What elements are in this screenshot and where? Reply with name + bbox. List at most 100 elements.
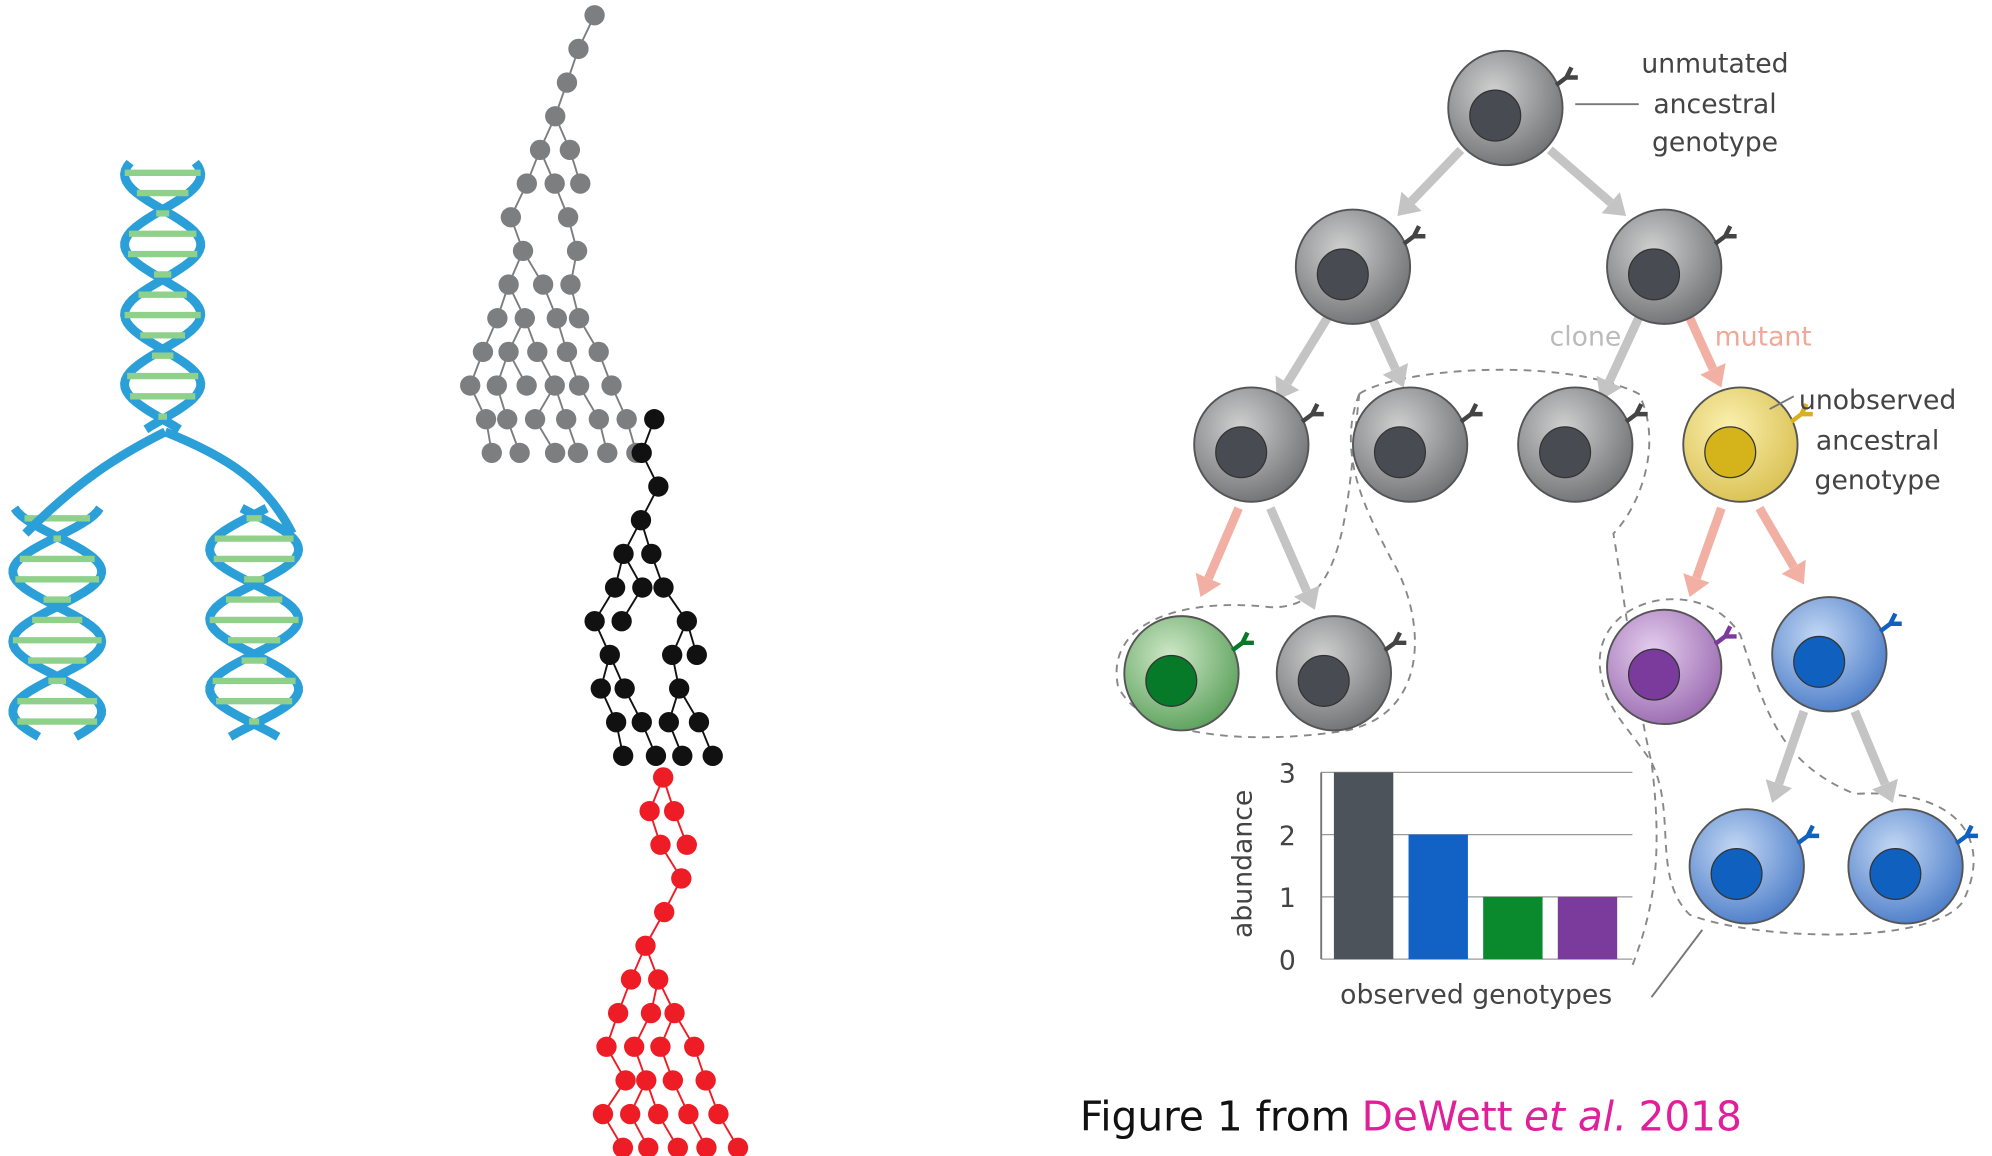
caption-prefix: Figure 1 from [1080, 1093, 1350, 1141]
node [648, 1104, 668, 1124]
tree [593, 767, 748, 1156]
node [482, 443, 502, 463]
node [650, 835, 670, 855]
pointer [1651, 930, 1702, 997]
node [597, 443, 617, 463]
node [684, 1037, 704, 1057]
nucleus [1870, 849, 1921, 900]
node [487, 375, 507, 395]
receptor [1798, 826, 1820, 844]
caption-etal: et al. [1524, 1093, 1627, 1141]
node [476, 409, 496, 429]
node [593, 1104, 613, 1124]
y-tick-label: 1 [1279, 883, 1296, 914]
node [632, 443, 652, 463]
node [662, 645, 682, 665]
node [621, 969, 641, 989]
node [567, 241, 587, 261]
node [639, 801, 659, 821]
node [641, 544, 661, 564]
node [696, 1138, 716, 1156]
node [611, 611, 631, 631]
node [615, 1070, 635, 1090]
node [569, 308, 589, 328]
node [556, 409, 576, 429]
node [530, 140, 550, 160]
receptor [1404, 226, 1426, 244]
nucleus [1705, 427, 1756, 478]
node [473, 342, 493, 362]
bar [1409, 835, 1468, 959]
node [669, 678, 689, 698]
arrow-shaft [1287, 318, 1327, 383]
node [513, 241, 533, 261]
node [569, 375, 589, 395]
node [497, 409, 517, 429]
nucleus [1375, 427, 1426, 478]
receptor [1556, 67, 1578, 85]
node [487, 308, 507, 328]
receptor [1302, 404, 1324, 422]
node [596, 1037, 616, 1057]
nucleus [1540, 427, 1591, 478]
node [632, 712, 652, 732]
node [654, 902, 674, 922]
node [668, 1138, 688, 1156]
bar [1558, 897, 1617, 959]
bar [1334, 772, 1393, 959]
node [646, 746, 666, 766]
caption: Figure 1 fromDeWettet al.2018 [1080, 1093, 1742, 1141]
nucleus [1216, 427, 1267, 478]
node [617, 409, 637, 429]
arrow-shaft [1372, 318, 1395, 369]
nucleus [1794, 636, 1845, 687]
node [584, 5, 604, 25]
receptor [1715, 226, 1737, 244]
node [605, 577, 625, 597]
lineage-trees [460, 5, 748, 1156]
nucleus [1317, 249, 1368, 300]
node [498, 342, 518, 362]
tree [460, 5, 647, 463]
arrow-shaft [1690, 318, 1713, 369]
node [589, 409, 609, 429]
arrow-shaft [1270, 508, 1306, 591]
node [525, 409, 545, 429]
arrow-shaft [1696, 508, 1721, 578]
nucleus [1146, 655, 1197, 706]
node [557, 72, 577, 92]
node [631, 510, 651, 530]
y-tick-label: 2 [1279, 821, 1296, 852]
arrow-shaft [1412, 150, 1461, 201]
node [659, 712, 679, 732]
node [664, 801, 684, 821]
y-tick-label: 0 [1279, 945, 1296, 976]
node [557, 342, 577, 362]
node [664, 1003, 684, 1023]
node [613, 1138, 633, 1156]
node [568, 39, 588, 59]
node [613, 746, 633, 766]
bar [1483, 897, 1542, 959]
node [568, 443, 588, 463]
node [613, 544, 633, 564]
node [708, 1104, 728, 1124]
nucleus [1470, 90, 1521, 141]
nucleus [1298, 655, 1349, 706]
node [636, 1070, 656, 1090]
node [644, 409, 664, 429]
node [547, 308, 567, 328]
node [516, 375, 536, 395]
node [677, 611, 697, 631]
page: unmutated ancestral genotype clone mutan… [0, 0, 1992, 1156]
node [601, 375, 621, 395]
node [653, 577, 673, 597]
node [560, 140, 580, 160]
receptor [1232, 633, 1254, 651]
node [648, 969, 668, 989]
node [591, 678, 611, 698]
dna-helix [13, 163, 299, 737]
node [696, 1070, 716, 1090]
node [641, 1003, 661, 1023]
